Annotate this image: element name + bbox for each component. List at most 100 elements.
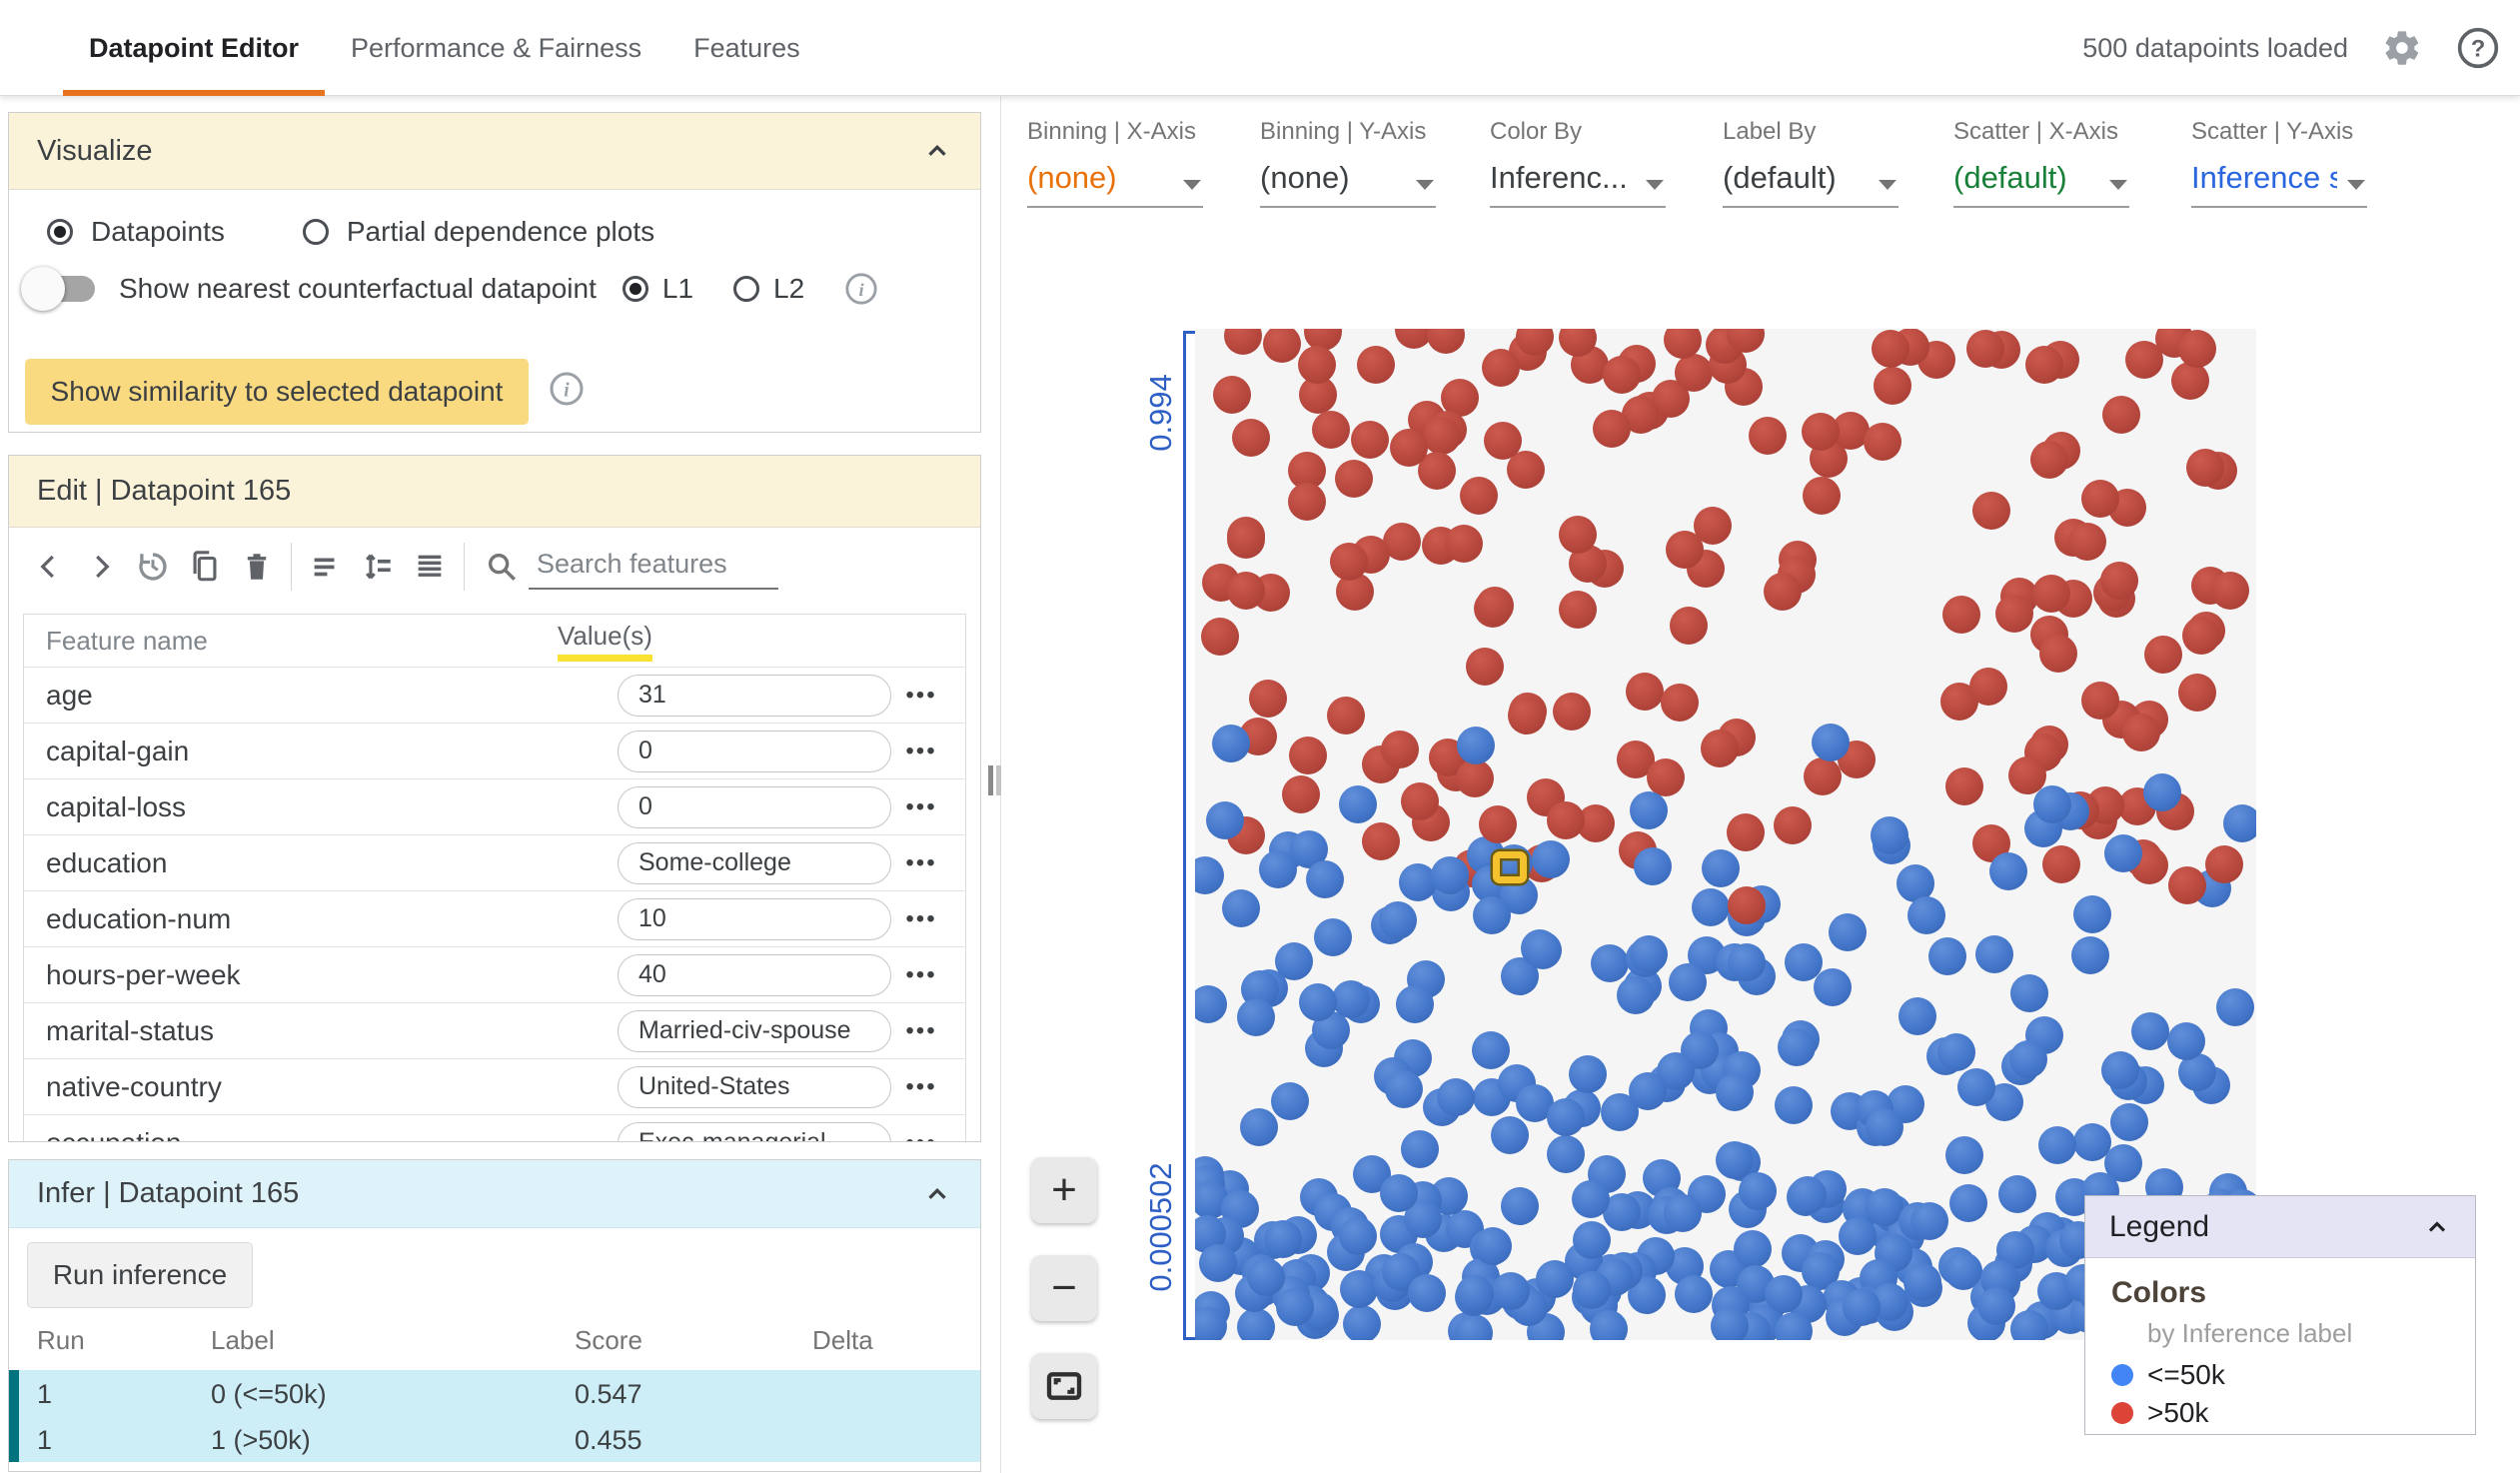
datapoint-dot-gt50k[interactable] [1994, 595, 2033, 634]
datapoint-dot-lte50k[interactable] [1775, 1311, 1814, 1340]
chevron-down-icon[interactable] [2109, 180, 2127, 190]
datapoint-dot-gt50k[interactable] [1426, 329, 1465, 354]
datapoint-dot-gt50k[interactable] [2102, 395, 2141, 434]
dense-view-icon[interactable] [404, 541, 456, 593]
datapoint-dot-lte50k[interactable] [2110, 1103, 2149, 1142]
datapoint-dot-lte50k[interactable] [1716, 1140, 1754, 1179]
datapoint-dot-gt50k[interactable] [2143, 635, 2182, 674]
datapoint-dot-gt50k[interactable] [1297, 346, 1336, 385]
feature-value-input[interactable]: 31 [618, 674, 891, 717]
datapoints-scatter-plot[interactable] [1195, 329, 2256, 1340]
datapoint-dot-lte50k[interactable] [1778, 1027, 1817, 1066]
datapoint-dot-lte50k[interactable] [1589, 1310, 1628, 1340]
datapoint-dot-gt50k[interactable] [1506, 451, 1545, 490]
datapoint-dot-gt50k[interactable] [1664, 329, 1703, 359]
datapoint-dot-lte50k[interactable] [1617, 976, 1656, 1015]
datapoint-dot-lte50k[interactable] [1997, 1174, 2036, 1213]
datapoint-dot-lte50k[interactable] [1491, 1115, 1530, 1154]
datapoint-dot-gt50k[interactable] [1660, 683, 1699, 722]
datapoint-dot-lte50k[interactable] [1338, 1217, 1377, 1256]
datapoint-dot-lte50k[interactable] [1195, 984, 1228, 1023]
datapoint-dot-gt50k[interactable] [1329, 542, 1368, 581]
collapse-chevron-icon[interactable] [922, 136, 952, 166]
show-similarity-button[interactable]: Show similarity to selected datapoint [25, 359, 529, 425]
selected-datapoint-marker[interactable] [1492, 851, 1527, 884]
datapoint-dot-gt50k[interactable] [1389, 428, 1428, 467]
datapoint-dot-gt50k[interactable] [1804, 756, 1843, 795]
feature-options-icon[interactable]: ••• [905, 848, 937, 876]
datapoint-dot-lte50k[interactable] [1663, 1193, 1702, 1232]
datapoint-dot-gt50k[interactable] [1874, 366, 1912, 405]
datapoint-dot-lte50k[interactable] [1630, 935, 1669, 974]
radio-l1[interactable] [622, 276, 648, 302]
datapoint-dot-gt50k[interactable] [1801, 412, 1840, 451]
datapoint-dot-lte50k[interactable] [1491, 1272, 1530, 1311]
datapoint-dot-lte50k[interactable] [1407, 1273, 1446, 1312]
datapoint-dot-lte50k[interactable] [1813, 968, 1852, 1007]
datapoint-dot-lte50k[interactable] [1456, 1275, 1495, 1314]
datapoint-dot-gt50k[interactable] [2041, 845, 2080, 884]
datapoint-dot-gt50k[interactable] [1969, 667, 2008, 706]
feature-value-input[interactable]: Some-college [618, 841, 891, 884]
datapoint-dot-lte50k[interactable] [1976, 1286, 2015, 1325]
datapoint-dot-lte50k[interactable] [2142, 773, 2181, 812]
datapoint-dot-lte50k[interactable] [1784, 942, 1823, 981]
datapoint-dot-lte50k[interactable] [1195, 855, 1225, 894]
datapoint-dot-gt50k[interactable] [1670, 607, 1709, 646]
datapoint-dot-gt50k[interactable] [1232, 419, 1271, 458]
datapoint-dot-lte50k[interactable] [1212, 725, 1251, 763]
chevron-down-icon[interactable] [1416, 180, 1434, 190]
datapoint-dot-gt50k[interactable] [2167, 865, 2206, 904]
datapoint-dot-lte50k[interactable] [1472, 1031, 1511, 1069]
datapoint-dot-lte50k[interactable] [2166, 1022, 2205, 1061]
datapoint-dot-lte50k[interactable] [2033, 785, 2072, 824]
datapoint-dot-gt50k[interactable] [2171, 361, 2210, 400]
datapoint-dot-lte50k[interactable] [1264, 1219, 1303, 1258]
datapoint-dot-gt50k[interactable] [1327, 697, 1366, 736]
datapoint-dot-gt50k[interactable] [1263, 329, 1302, 364]
datapoint-dot-lte50k[interactable] [1944, 1135, 1983, 1174]
datapoint-dot-lte50k[interactable] [1379, 1174, 1418, 1213]
datapoint-dot-lte50k[interactable] [1523, 931, 1562, 970]
datapoint-dot-lte50k[interactable] [1455, 1313, 1494, 1340]
dropdown-value[interactable]: Inference s [2191, 160, 2367, 208]
datapoint-dot-lte50k[interactable] [1573, 1270, 1612, 1309]
datapoint-dot-gt50k[interactable] [2031, 574, 2070, 613]
datapoint-dot-gt50k[interactable] [1401, 782, 1440, 821]
zoom-in-button[interactable]: + [1031, 1157, 1097, 1223]
datapoint-dot-lte50k[interactable] [1871, 815, 1909, 854]
datapoint-dot-gt50k[interactable] [1552, 693, 1591, 732]
datapoint-dot-gt50k[interactable] [1478, 804, 1517, 843]
datapoint-dot-lte50k[interactable] [1400, 1130, 1439, 1169]
datapoint-dot-lte50k[interactable] [2072, 1122, 2111, 1161]
datapoint-dot-gt50k[interactable] [2121, 713, 2160, 751]
datapoint-dot-lte50k[interactable] [1199, 1244, 1238, 1283]
chevron-down-icon[interactable] [1879, 180, 1896, 190]
legend-header[interactable]: Legend [2085, 1196, 2475, 1258]
datapoint-dot-lte50k[interactable] [1222, 888, 1261, 927]
fit-to-screen-button[interactable] [1031, 1353, 1097, 1419]
datapoint-dot-gt50k[interactable] [1304, 329, 1343, 352]
datapoint-dot-lte50k[interactable] [1789, 1176, 1828, 1215]
datapoint-dot-lte50k[interactable] [1866, 1108, 1904, 1147]
datapoint-dot-gt50k[interactable] [1727, 329, 1766, 353]
next-datapoint-button[interactable] [75, 541, 127, 593]
datapoint-dot-lte50k[interactable] [1734, 1230, 1773, 1269]
datapoint-dot-gt50k[interactable] [1445, 525, 1484, 564]
datapoint-dot-lte50k[interactable] [1339, 1270, 1378, 1309]
datapoint-dot-gt50k[interactable] [1466, 647, 1505, 686]
feature-value-input[interactable]: 10 [618, 897, 891, 940]
datapoint-dot-gt50k[interactable] [2030, 440, 2069, 479]
datapoint-dot-lte50k[interactable] [1590, 944, 1629, 983]
duplicate-datapoint-icon[interactable] [179, 541, 231, 593]
datapoint-dot-gt50k[interactable] [1726, 812, 1765, 851]
datapoint-dot-lte50k[interactable] [1774, 1085, 1813, 1124]
datapoint-dot-gt50k[interactable] [1764, 573, 1803, 612]
radio-partial-dependence[interactable] [302, 219, 329, 245]
datapoint-dot-lte50k[interactable] [1240, 1107, 1279, 1146]
dropdown-value[interactable]: (default) [1723, 160, 1898, 208]
datapoint-dot-gt50k[interactable] [1311, 411, 1350, 450]
feature-options-icon[interactable]: ••• [905, 736, 937, 764]
datapoint-dot-lte50k[interactable] [1274, 941, 1313, 980]
datapoint-dot-lte50k[interactable] [1270, 1081, 1309, 1120]
